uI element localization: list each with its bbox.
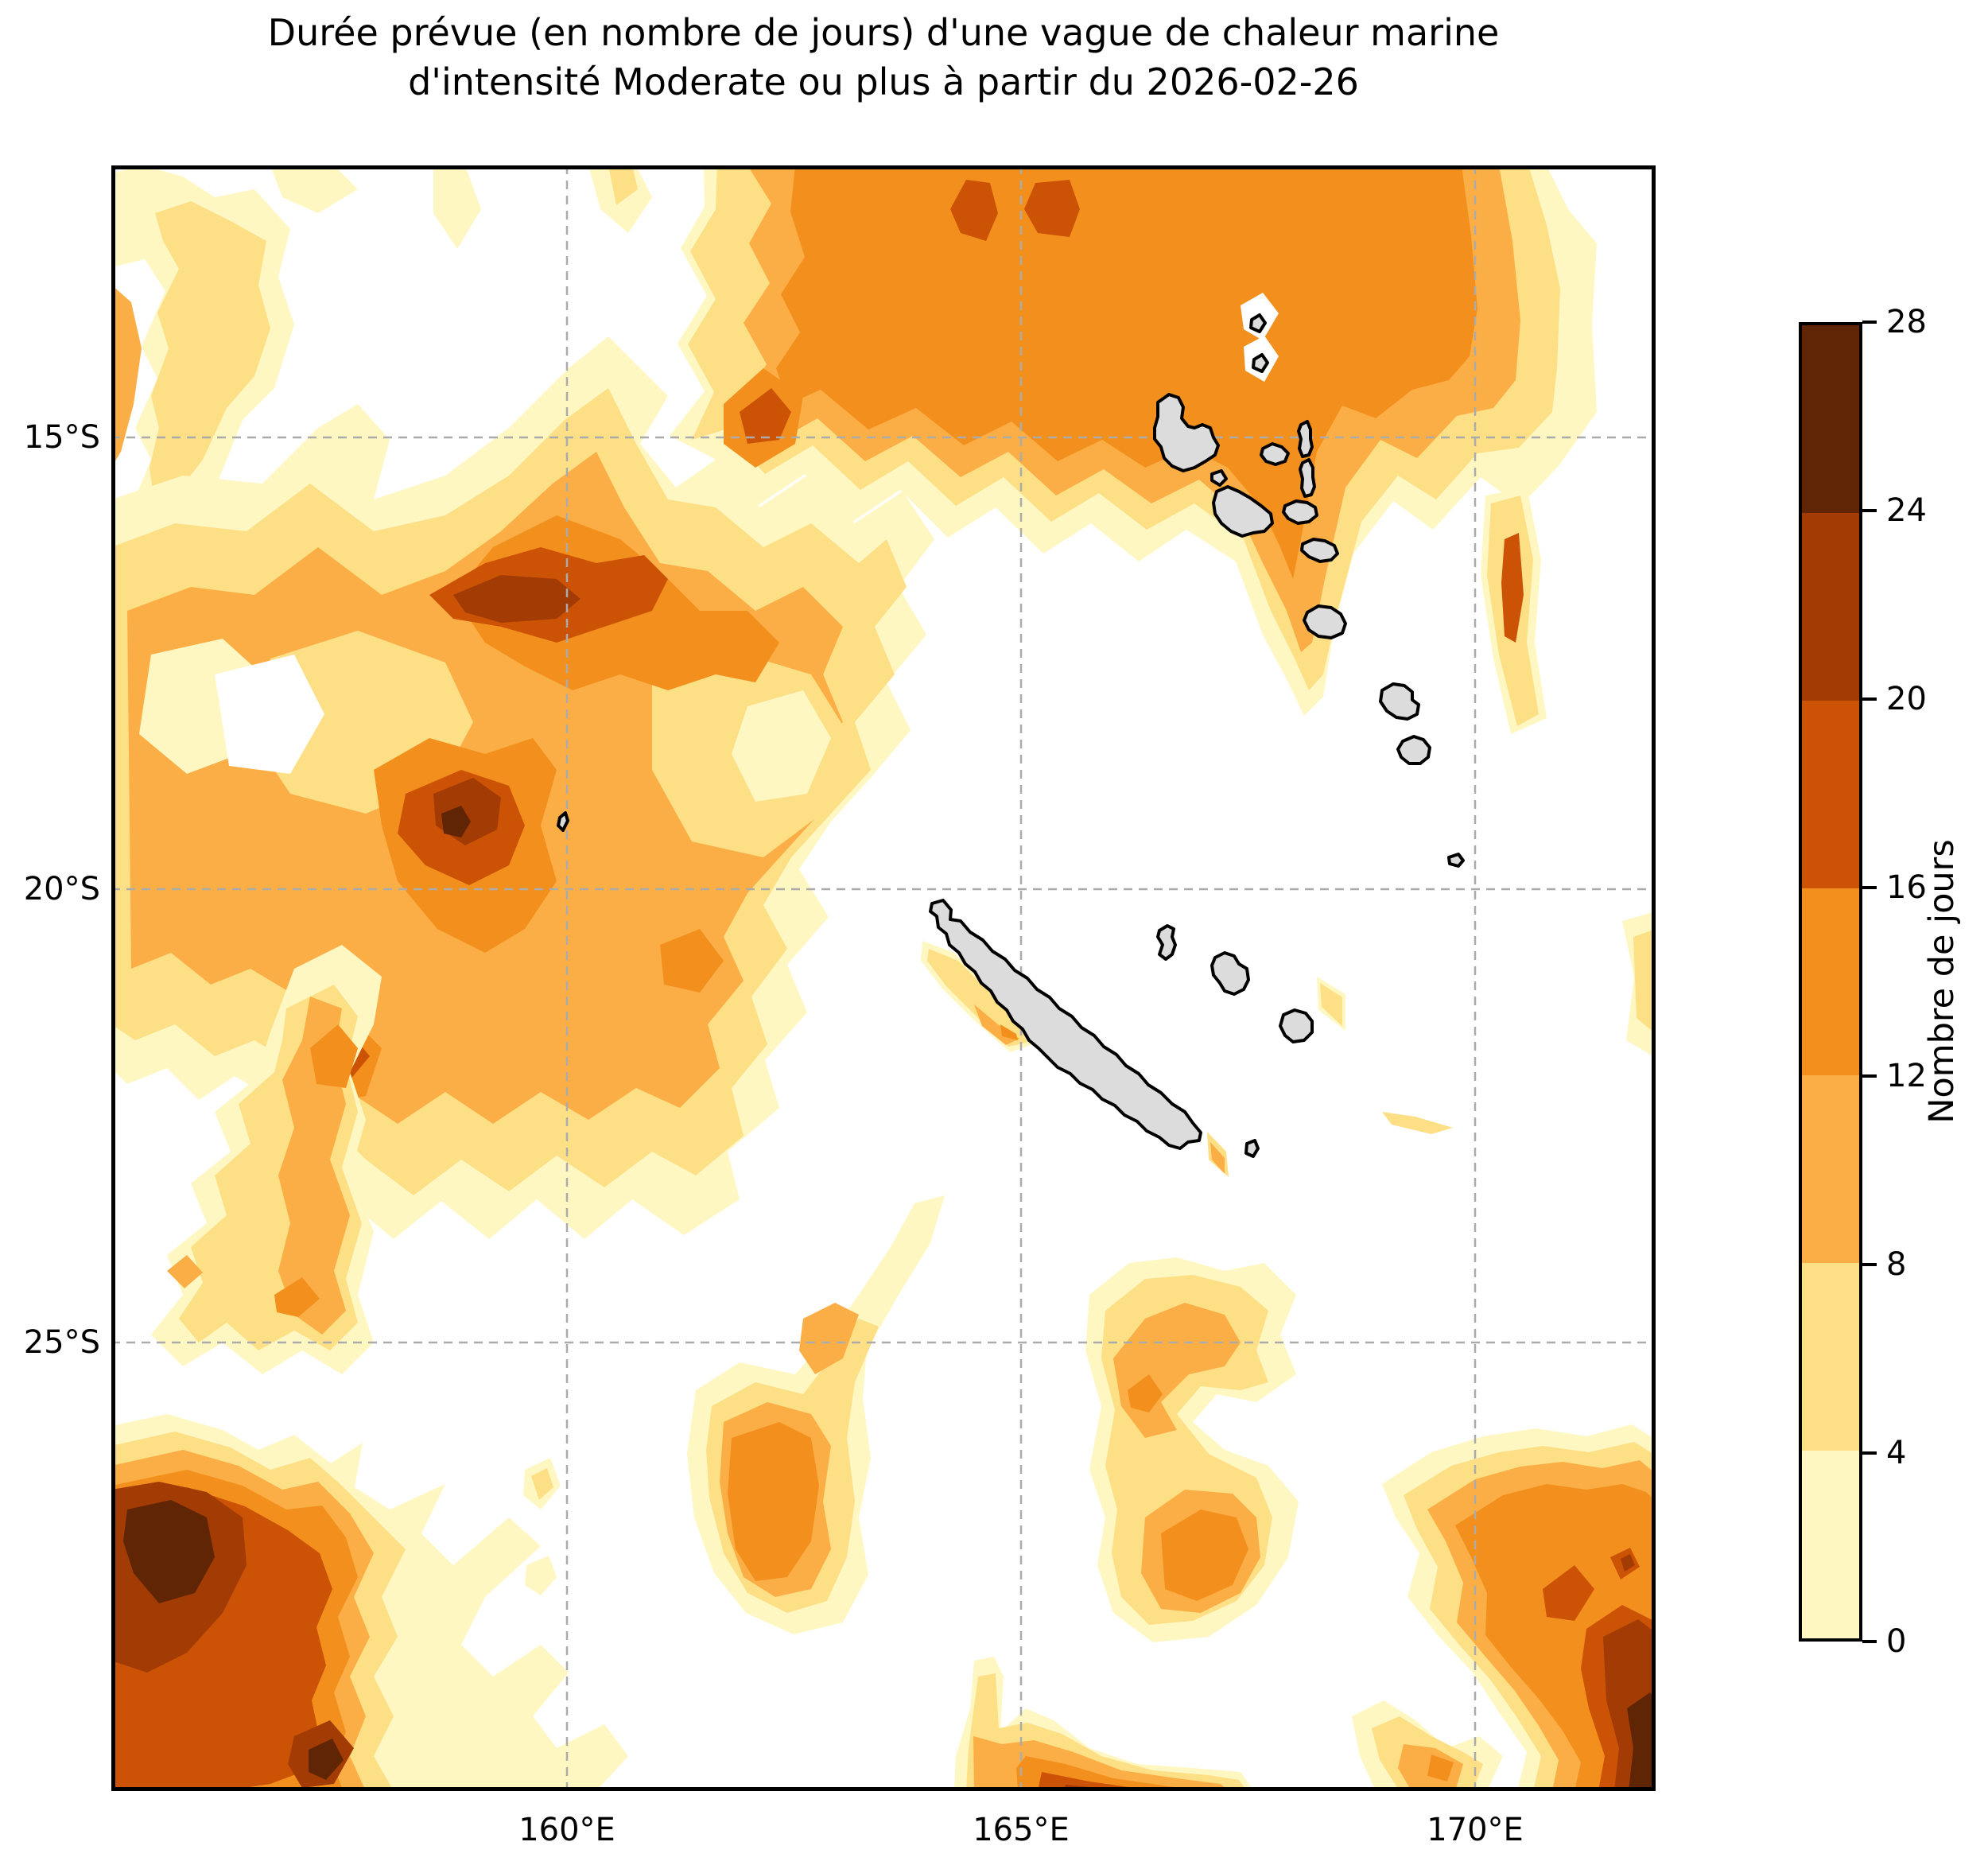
island-espiritu-santo — [1153, 393, 1220, 472]
contour-se-corner-l5-dot — [1621, 1554, 1635, 1572]
colorbar — [1799, 322, 1862, 1642]
contour-right-edge-strip-l1 — [1633, 929, 1656, 1034]
contour-north-blob-core-2 — [1024, 180, 1080, 237]
contour-sw-satellite-1-l1 — [531, 1468, 553, 1500]
colorbar-segment-24-28-jours — [1802, 325, 1859, 513]
contour-top-center-bit-2y — [608, 165, 638, 205]
contour-se-corner-l4a — [1543, 1565, 1594, 1621]
colorbar-tick-label-24: 24 — [1886, 492, 1927, 529]
contour-se-thin-band — [1382, 1112, 1453, 1134]
contour-south-left-blob-l3 — [728, 1422, 819, 1581]
island-mare — [1279, 1008, 1314, 1043]
contour-central-low-l6 — [441, 806, 471, 837]
contour-nw-west-edge-orange — [111, 285, 142, 468]
contour-nc-stripe-l1 — [927, 949, 1027, 1047]
colorbar-tick-label-4: 4 — [1886, 1435, 1907, 1471]
colorbar-tickmark-16 — [1862, 886, 1877, 889]
island-ambae — [1260, 442, 1290, 466]
colorbar-segment-4-8-jours — [1802, 1263, 1859, 1451]
island-ouvea — [1156, 924, 1177, 961]
contour-south-mid-wedge-l3 — [1427, 1754, 1454, 1782]
island-epi — [1300, 538, 1339, 563]
colorbar-tickmark-20 — [1862, 697, 1877, 701]
island-banks-1 — [1249, 313, 1267, 333]
contour-central-interior-pale-e — [732, 690, 831, 802]
colorbar-title: Nombre de jours — [1922, 839, 1962, 1124]
y-tick-label-25°S: 25°S — [23, 1324, 100, 1361]
island-aniwa — [1447, 853, 1465, 868]
contour-top-left-edge-bit — [270, 165, 358, 213]
colorbar-segment-16-20-jours — [1802, 700, 1859, 888]
contour-north-blob-core-1 — [950, 180, 998, 241]
contour-crescent-l3-lower — [1161, 1510, 1248, 1601]
contour-central-core-tongue-l4 — [740, 388, 791, 444]
x-tick-label-170°E: 170°E — [1427, 1812, 1524, 1848]
island-erromango — [1379, 682, 1420, 721]
colorbar-tick-label-16: 16 — [1886, 869, 1927, 906]
contour-se-corner-l6 — [1627, 1692, 1656, 1791]
contour-sw-satellite-2 — [525, 1556, 557, 1595]
contour-east-streak-core — [1501, 533, 1524, 643]
contour-south-left-arm-l2 — [799, 1303, 859, 1374]
colorbar-tick-label-8: 8 — [1886, 1246, 1907, 1283]
colorbar-tick-label-12: 12 — [1886, 1058, 1927, 1094]
island-lifou — [1210, 951, 1250, 996]
colorbar-tickmark-28 — [1862, 321, 1877, 324]
island-malo — [1210, 469, 1228, 487]
map-border — [111, 165, 1656, 1791]
colorbar-tickmark-4 — [1862, 1451, 1877, 1455]
contour-mare-east-triangle-l1 — [1320, 983, 1342, 1026]
contour-nc-south-triangle-l2 — [1210, 1142, 1225, 1174]
contour-sw-column-diamond — [167, 1255, 203, 1288]
island-petit-ilot-ouest — [557, 811, 569, 832]
chart-title-line-2: d'intensité Moderate ou plus à partir du… — [408, 60, 1359, 103]
colorbar-segment-0-4-jours — [1802, 1451, 1859, 1639]
map-plot-area — [111, 165, 1656, 1791]
contour-nc-stripe-l3 — [1000, 1024, 1018, 1040]
contour-top-center-bit-1 — [433, 165, 481, 249]
chart-title-line-1: Durée prévue (en nombre de jours) d'une … — [267, 11, 1500, 54]
colorbar-tickmark-0 — [1862, 1640, 1877, 1643]
island-pentecote — [1299, 458, 1316, 498]
colorbar-tick-label-20: 20 — [1886, 681, 1927, 717]
contour-sw-column-core-low — [274, 1277, 320, 1317]
island-new-caledonia — [929, 899, 1202, 1150]
x-tick-label-165°E: 165°E — [973, 1812, 1070, 1848]
contour-crescent-l3-upper — [1128, 1374, 1163, 1412]
island-maewo — [1297, 420, 1314, 458]
contour-sw-corner-l6 — [123, 1500, 215, 1603]
colorbar-segment-8-12-jours — [1802, 1075, 1859, 1264]
colorbar-tick-label-28: 28 — [1886, 304, 1927, 340]
island-malakula — [1212, 485, 1274, 538]
contour-central-interior-white — [215, 655, 324, 774]
contour-central-se-l3 — [660, 929, 724, 993]
chart-title: Durée prévue (en nombre de jours) d'une … — [268, 8, 1500, 107]
island-tanna — [1396, 735, 1431, 765]
island-walpole — [1244, 1139, 1260, 1158]
contour-sw-corner-l6-spot — [309, 1739, 344, 1780]
contour-central-band-l5 — [453, 575, 580, 623]
island-efate — [1303, 604, 1347, 639]
colorbar-segment-20-24-jours — [1802, 512, 1859, 701]
map-canvas — [111, 165, 1656, 1791]
y-tick-label-15°S: 15°S — [23, 419, 100, 456]
contour-sw-column-core-up — [310, 1024, 358, 1088]
x-tick-label-160°E: 160°E — [518, 1812, 615, 1848]
island-ambrym — [1282, 499, 1318, 525]
colorbar-tickmark-8 — [1862, 1263, 1877, 1266]
colorbar-segment-12-16-jours — [1802, 888, 1859, 1076]
island-banks-2 — [1252, 353, 1269, 373]
colorbar-tickmark-12 — [1862, 1074, 1877, 1078]
colorbar-tick-label-0: 0 — [1886, 1623, 1907, 1660]
colorbar-tickmark-24 — [1862, 509, 1877, 512]
y-tick-label-20°S: 20°S — [23, 871, 100, 907]
contour-nw-patch-yellow — [149, 201, 270, 507]
